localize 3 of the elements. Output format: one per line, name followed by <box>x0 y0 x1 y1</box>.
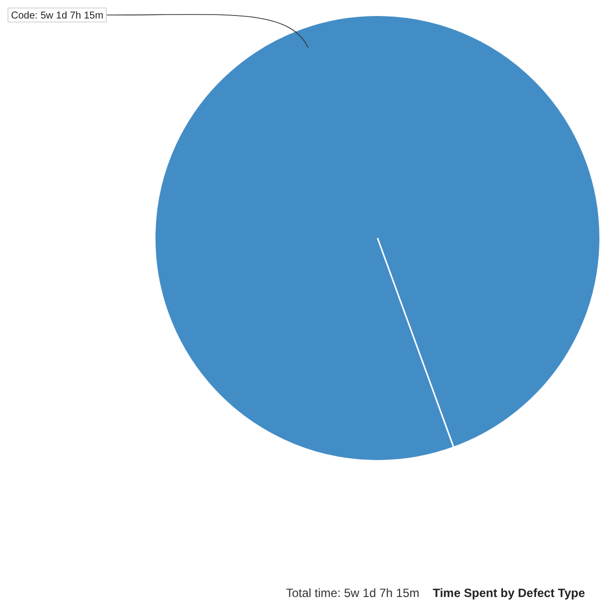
text: Time Spent by Defect Type <box>432 586 585 600</box>
text: Total time: 5w 1d 7h 15m <box>286 586 420 600</box>
category-label: Code: 5w 1d 7h 15m <box>11 10 104 22</box>
